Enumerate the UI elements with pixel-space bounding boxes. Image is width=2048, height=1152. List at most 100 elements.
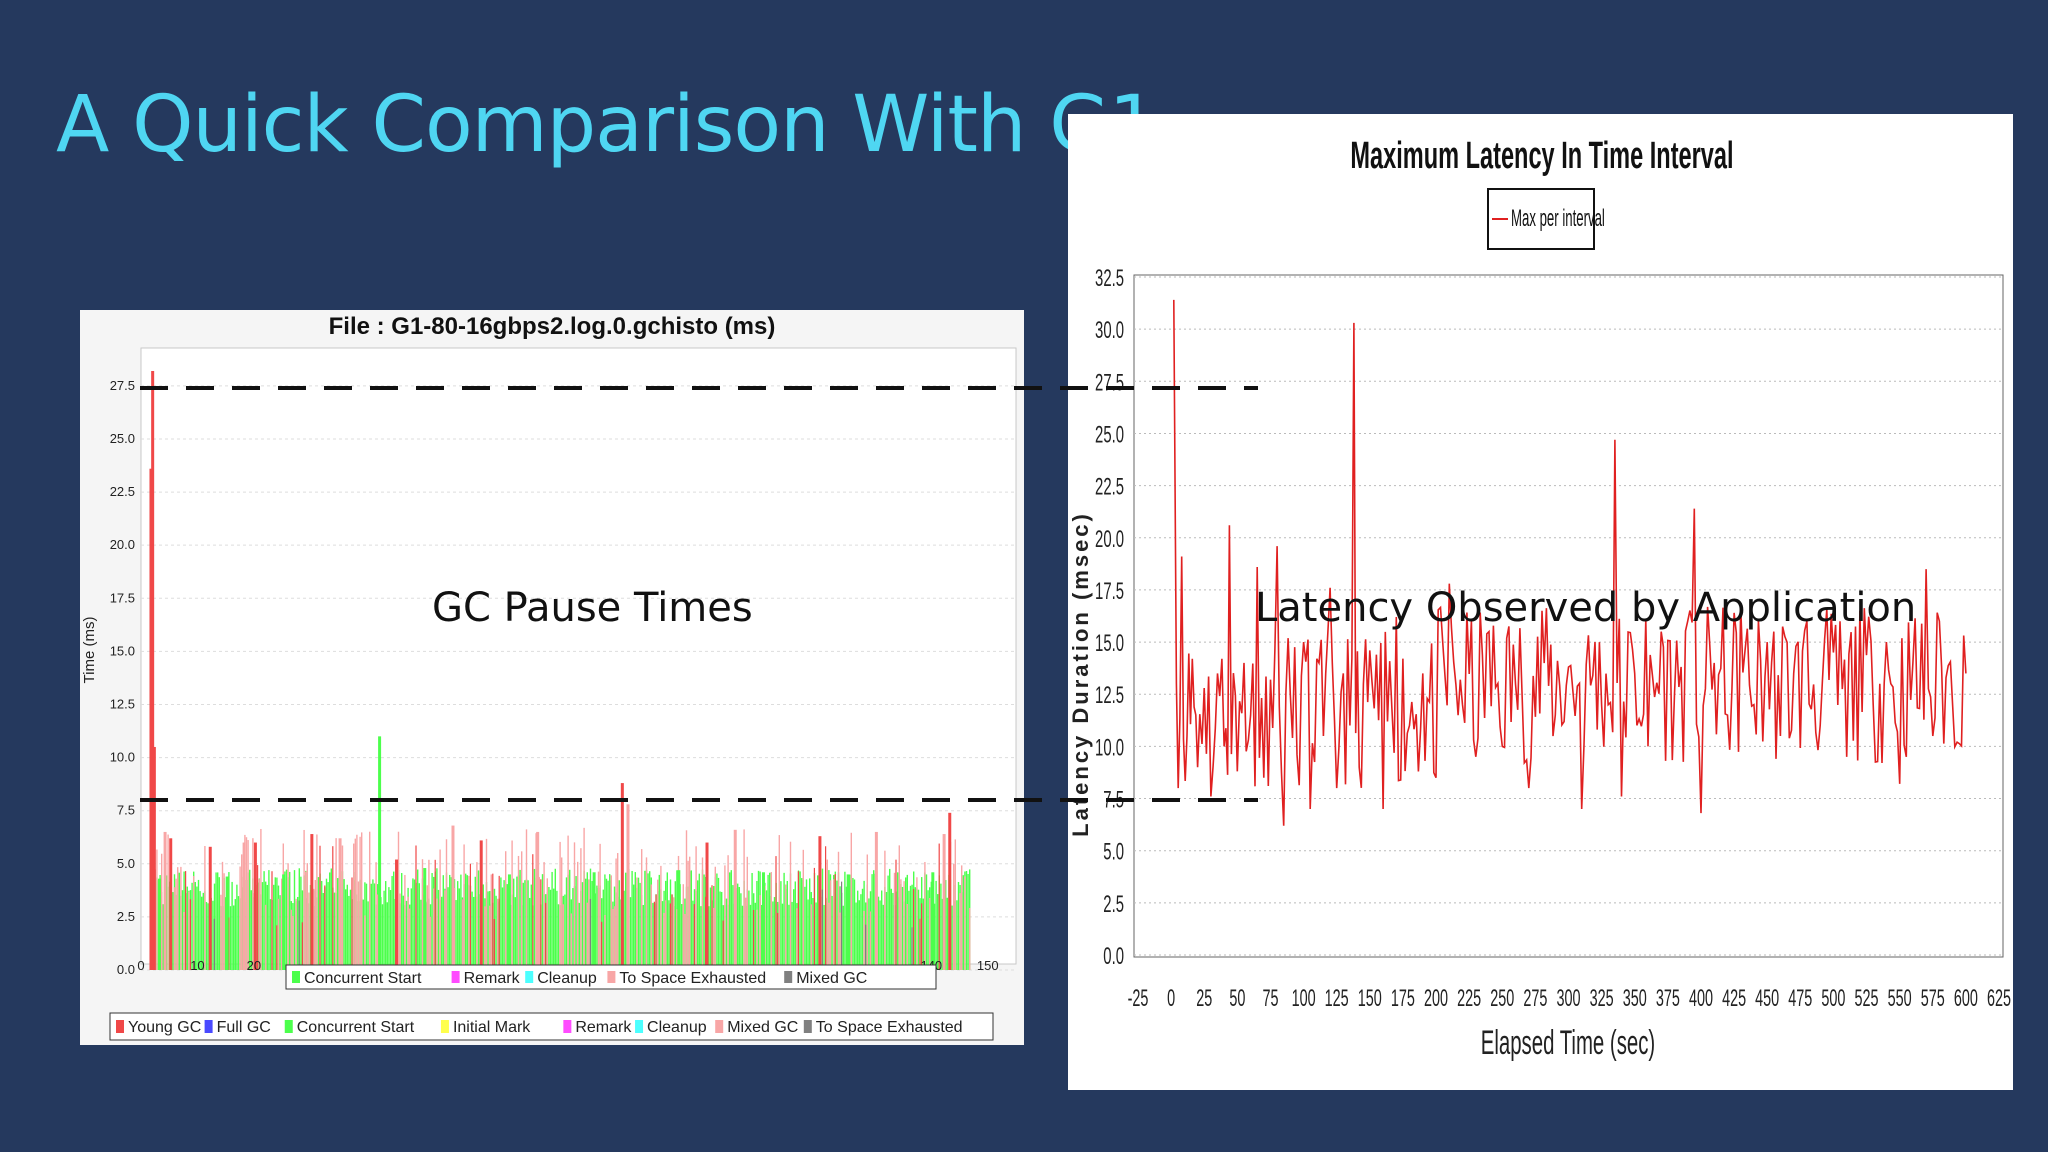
gc-bar-mixed bbox=[314, 880, 316, 970]
gc-bar-concurrent-start bbox=[681, 904, 683, 970]
gc-pause-times-label: GC Pause Times bbox=[432, 585, 753, 631]
gc-bar-concurrent-start bbox=[367, 901, 369, 970]
gc-bar-mixed bbox=[685, 830, 688, 970]
gc-bar-young bbox=[669, 903, 671, 970]
gc-bar-concurrent-start bbox=[269, 899, 272, 970]
gc-bar-concurrent-start bbox=[962, 875, 964, 970]
gc-bar-concurrent-start bbox=[276, 877, 278, 970]
gc-bar-mixed bbox=[689, 856, 691, 970]
gc-bar-concurrent-start bbox=[229, 906, 232, 970]
gc-bar-point bbox=[163, 831, 167, 970]
gc-bar-young bbox=[813, 867, 815, 970]
gc-bar-concurrent-start bbox=[393, 871, 395, 970]
gc-bar-concurrent-start bbox=[957, 881, 960, 970]
gc-bar-young bbox=[498, 875, 500, 970]
gc-bar-concurrent-start bbox=[519, 869, 521, 970]
gc-bar-concurrent-start bbox=[967, 873, 969, 970]
gc-bar-mixed bbox=[223, 873, 225, 970]
gc-bar-mixed bbox=[641, 849, 643, 970]
gc-bar-young bbox=[493, 919, 495, 970]
gc-bar-concurrent-start bbox=[450, 877, 452, 970]
gc-bar-mixed bbox=[778, 835, 780, 970]
gc-bar-mixed bbox=[829, 880, 832, 970]
gc-bar-concurrent-start bbox=[441, 896, 443, 970]
gc-bar-concurrent-start bbox=[858, 900, 860, 970]
gc-bar-concurrent-start bbox=[474, 876, 476, 970]
gc-bar-concurrent-start bbox=[769, 872, 771, 970]
gc-bar-concurrent-start bbox=[381, 904, 384, 970]
gc-bar-concurrent-start bbox=[890, 888, 892, 970]
gc-inner-legend-swatch bbox=[525, 971, 534, 983]
gc-bar-concurrent-start bbox=[649, 871, 651, 970]
gc-bar-concurrent-start bbox=[212, 900, 214, 970]
gc-bar-point bbox=[169, 838, 173, 970]
gc-bar-concurrent-start bbox=[868, 898, 870, 970]
gc-bar-mixed bbox=[903, 881, 905, 970]
gc-legend-box bbox=[109, 1012, 994, 1041]
gc-inner-legend-swatch bbox=[292, 971, 300, 983]
gc-bar-concurrent-start bbox=[418, 883, 420, 970]
gc-bar-mixed bbox=[645, 857, 648, 970]
gc-bar-mixed bbox=[193, 876, 195, 970]
gc-bar-point bbox=[378, 736, 382, 970]
gc-bar-mixed bbox=[161, 853, 163, 970]
gc-bar-mixed bbox=[517, 855, 520, 970]
gc-bar-concurrent-start bbox=[420, 899, 422, 970]
gc-bar-concurrent-start bbox=[698, 873, 700, 970]
gc-bar-concurrent-start bbox=[513, 878, 515, 970]
gc-bar-concurrent-start bbox=[447, 887, 449, 970]
gc-bar-mixed bbox=[290, 909, 292, 970]
gc-bar-concurrent-start bbox=[732, 885, 734, 970]
gc-bar-mixed bbox=[361, 832, 363, 970]
gc-bar-concurrent-start bbox=[233, 905, 235, 970]
gc-bar-concurrent-start bbox=[431, 873, 433, 970]
gc-y-tick-label: 17.5 bbox=[110, 590, 135, 605]
gc-bar-concurrent-start bbox=[321, 880, 323, 970]
gc-y-axis-label: Time (ms) bbox=[81, 617, 98, 684]
gc-bar-mixed bbox=[802, 849, 804, 970]
gc-bar-mixed bbox=[713, 907, 715, 970]
gc-bar-mixed bbox=[397, 831, 400, 970]
gc-bar-concurrent-start bbox=[783, 872, 785, 970]
gc-bar-concurrent-start bbox=[812, 897, 814, 970]
gc-bar-concurrent-start bbox=[697, 880, 699, 970]
gc-bar-concurrent-start bbox=[935, 880, 937, 970]
gc-bar-point bbox=[152, 746, 156, 970]
gc-bar-mixed bbox=[604, 915, 606, 970]
gc-bar-concurrent-start bbox=[965, 871, 968, 970]
gc-bar-to-space bbox=[298, 900, 300, 970]
gc-bar-concurrent-start bbox=[946, 897, 948, 970]
gc-bar-concurrent-start bbox=[754, 902, 756, 970]
gc-bar-concurrent-start bbox=[345, 889, 347, 970]
gc-bar-concurrent-start bbox=[861, 888, 864, 970]
gc-bar-young bbox=[540, 879, 542, 970]
gc-bar-concurrent-start bbox=[751, 872, 753, 970]
gc-bar-concurrent-start bbox=[730, 870, 732, 970]
gc-bar-concurrent-start bbox=[516, 876, 518, 970]
gc-legend-label: Initial Mark bbox=[453, 1019, 531, 1036]
latency-y-tick-label: 10.0 bbox=[1095, 735, 1124, 761]
gc-bar-concurrent-start bbox=[845, 886, 848, 970]
gc-bar-concurrent-start bbox=[842, 905, 844, 970]
gc-bar-concurrent-start bbox=[325, 878, 328, 970]
latency-x-tick-label: 125 bbox=[1325, 985, 1349, 1012]
gc-bar-concurrent-start bbox=[548, 887, 550, 970]
gc-bar-concurrent-start bbox=[908, 890, 910, 970]
gc-bar-mixed bbox=[916, 877, 918, 970]
gc-bar-young bbox=[711, 885, 713, 970]
gc-bar-concurrent-start bbox=[201, 896, 203, 970]
gc-bar-concurrent-start bbox=[401, 873, 403, 970]
gc-bar-concurrent-start bbox=[386, 902, 388, 970]
gc-bar-mixed bbox=[188, 891, 190, 970]
gc-bar-concurrent-start bbox=[805, 879, 808, 970]
gc-legend-swatch bbox=[563, 1020, 572, 1033]
gc-bar-mixed bbox=[743, 829, 745, 970]
gc-bar-concurrent-start bbox=[317, 877, 320, 970]
gc-bar-concurrent-start bbox=[522, 882, 524, 970]
gc-bar-concurrent-start bbox=[289, 871, 291, 970]
gc-bar-concurrent-start bbox=[791, 901, 793, 970]
gc-inner-legend-label: Mixed GC bbox=[796, 970, 867, 987]
gc-bar-young bbox=[722, 920, 724, 970]
gc-bar-mixed bbox=[468, 875, 470, 970]
gc-bar-mixed bbox=[893, 872, 896, 970]
